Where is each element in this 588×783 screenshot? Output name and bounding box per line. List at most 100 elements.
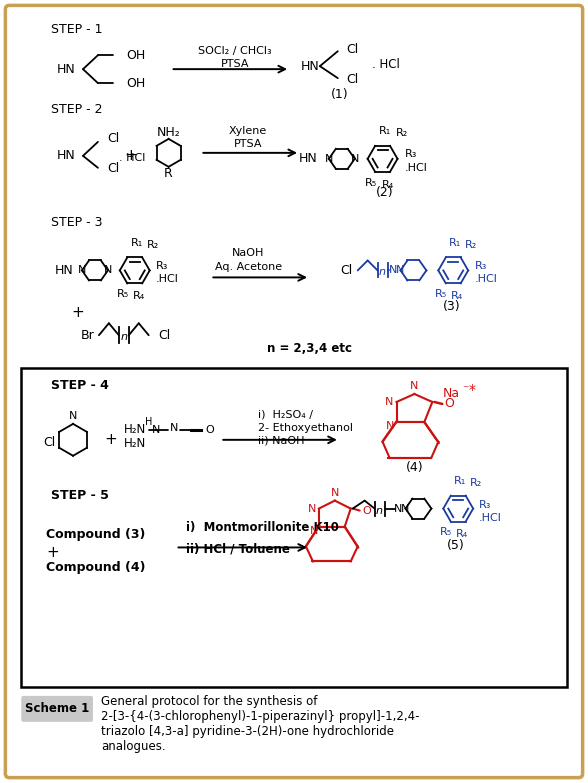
Text: N: N (310, 525, 318, 536)
Text: *: * (468, 383, 475, 397)
Text: (2): (2) (376, 186, 393, 199)
Text: analogues.: analogues. (101, 740, 166, 753)
Text: R₅: R₅ (117, 290, 129, 299)
Text: SOCl₂ / CHCl₃: SOCl₂ / CHCl₃ (199, 46, 272, 56)
Text: NaOH: NaOH (232, 248, 265, 258)
Text: Aq. Acetone: Aq. Acetone (215, 262, 282, 272)
Text: Compound (4): Compound (4) (46, 561, 146, 574)
Text: Na: Na (442, 388, 459, 400)
Text: ii) HCl / Toluene: ii) HCl / Toluene (186, 543, 289, 556)
FancyBboxPatch shape (21, 696, 93, 722)
Text: STEP - 3: STEP - 3 (51, 216, 103, 229)
Text: Br: Br (81, 329, 95, 341)
Text: Cl: Cl (107, 132, 119, 146)
Text: (5): (5) (447, 539, 465, 552)
Text: ii) NaOH: ii) NaOH (258, 436, 305, 446)
Text: Cl: Cl (347, 43, 359, 56)
Text: R: R (164, 168, 173, 180)
Bar (21, 368, 567, 687)
Text: STEP - 5: STEP - 5 (51, 489, 109, 502)
Text: Cl: Cl (340, 264, 352, 277)
Text: H: H (145, 417, 152, 427)
Text: Compound (3): Compound (3) (46, 528, 146, 541)
Text: Cl: Cl (43, 436, 55, 449)
Text: R₂: R₂ (470, 478, 482, 488)
FancyBboxPatch shape (5, 5, 583, 778)
Text: .HCl: .HCl (156, 274, 179, 284)
Text: R₁: R₁ (379, 126, 390, 136)
Text: R₃: R₃ (405, 149, 417, 159)
Text: N: N (169, 423, 178, 433)
Text: N: N (396, 265, 405, 276)
Text: Cl: Cl (159, 329, 171, 341)
Text: HN: HN (56, 63, 75, 76)
Text: OH: OH (126, 77, 145, 89)
Text: N: N (103, 265, 112, 276)
Text: H₂N: H₂N (123, 424, 146, 436)
Text: . HCl: . HCl (119, 153, 145, 163)
Text: R₁: R₁ (449, 237, 462, 247)
Text: R₂: R₂ (396, 128, 409, 138)
Text: N: N (410, 381, 419, 391)
Text: HN: HN (299, 153, 318, 165)
Text: .HCl: .HCl (479, 513, 502, 522)
Text: R₄: R₄ (133, 291, 145, 301)
Text: R₃: R₃ (479, 500, 492, 510)
Text: NH₂: NH₂ (157, 126, 181, 139)
Text: n = 2,3,4 etc: n = 2,3,4 etc (268, 341, 352, 355)
Text: N: N (69, 411, 77, 421)
Text: HN: HN (56, 150, 75, 162)
Text: ⁻: ⁻ (462, 384, 469, 396)
Text: .HCl: .HCl (475, 274, 498, 284)
Text: N: N (152, 425, 160, 435)
Text: R₃: R₃ (475, 262, 487, 272)
Text: PTSA: PTSA (234, 139, 262, 149)
Text: Scheme 1: Scheme 1 (25, 702, 89, 716)
Text: N: N (325, 153, 333, 164)
Text: R₅: R₅ (435, 290, 447, 299)
Text: N: N (395, 503, 403, 514)
Text: N: N (308, 503, 316, 514)
Text: STEP - 1: STEP - 1 (51, 23, 103, 36)
Text: +: + (72, 305, 85, 319)
Text: . HCl: . HCl (372, 58, 399, 70)
Text: R₁: R₁ (454, 476, 466, 485)
Text: (1): (1) (331, 88, 349, 100)
Text: +: + (46, 545, 59, 560)
Text: +: + (125, 148, 137, 164)
Text: N: N (386, 421, 395, 431)
Text: R₅: R₅ (365, 178, 377, 188)
Text: Cl: Cl (347, 73, 359, 85)
Text: General protocol for the synthesis of: General protocol for the synthesis of (101, 695, 318, 709)
Text: i)  H₂SO₄ /: i) H₂SO₄ / (258, 410, 313, 420)
Text: 2-[3-{4-(3-chlorophenyl)-1-piperazinyl} propyl]-1,2,4-: 2-[3-{4-(3-chlorophenyl)-1-piperazinyl} … (101, 710, 419, 723)
Text: N: N (401, 503, 410, 514)
Text: R₄: R₄ (451, 291, 463, 301)
Text: N: N (78, 265, 86, 276)
Text: +: + (105, 432, 117, 447)
Text: R₂: R₂ (465, 240, 477, 250)
Text: .HCl: .HCl (405, 163, 427, 173)
Text: O: O (445, 398, 454, 410)
Text: O: O (205, 425, 214, 435)
Text: N: N (350, 153, 359, 164)
Text: STEP - 2: STEP - 2 (51, 103, 103, 116)
Text: 2- Ethoxyethanol: 2- Ethoxyethanol (258, 423, 353, 433)
Text: Cl: Cl (107, 162, 119, 175)
Text: N: N (385, 397, 393, 407)
Text: (4): (4) (406, 461, 423, 474)
Text: n: n (376, 506, 383, 515)
Text: n: n (379, 268, 386, 277)
Text: Xylene: Xylene (229, 126, 268, 136)
Text: PTSA: PTSA (221, 60, 249, 69)
Text: R₃: R₃ (156, 262, 168, 272)
Text: STEP - 4: STEP - 4 (51, 378, 109, 392)
Text: R₂: R₂ (146, 240, 159, 250)
Text: (3): (3) (442, 300, 460, 312)
Text: i)  Montmorillonite K10: i) Montmorillonite K10 (186, 521, 338, 534)
Text: O: O (363, 506, 372, 515)
Text: R₄: R₄ (382, 180, 394, 189)
Text: triazolo [4,3-a] pyridine-3-(2H)-one hydrochloride: triazolo [4,3-a] pyridine-3-(2H)-one hyd… (101, 725, 394, 738)
Text: OH: OH (126, 49, 145, 62)
Text: HN: HN (301, 60, 320, 73)
